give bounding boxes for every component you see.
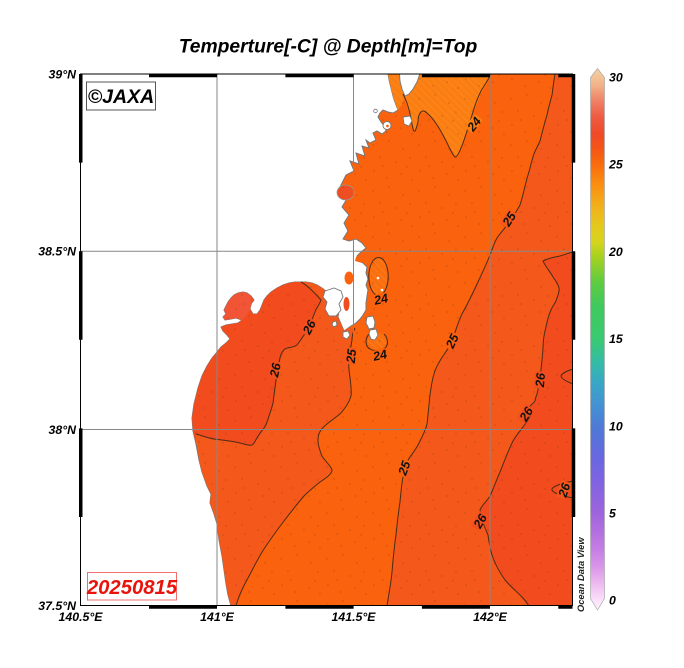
svg-text:10: 10 [609,419,623,433]
svg-text:25: 25 [443,331,462,351]
svg-text:20250815: 20250815 [86,577,178,599]
svg-text:©JAXA: ©JAXA [88,86,154,108]
svg-text:24: 24 [372,291,390,308]
svg-text:30: 30 [609,71,623,85]
svg-text:15: 15 [609,332,623,346]
svg-text:26: 26 [300,317,320,338]
svg-text:141°E: 141°E [200,610,234,624]
svg-text:37.5°N: 37.5°N [38,599,77,613]
svg-text:26: 26 [533,371,548,388]
svg-text:26: 26 [555,480,573,499]
svg-text:0: 0 [609,594,616,608]
svg-text:140.5°E: 140.5°E [59,610,104,624]
svg-text:141.5°E: 141.5°E [332,610,377,624]
svg-text:25: 25 [395,458,414,478]
svg-text:25: 25 [344,347,360,364]
svg-text:39°N: 39°N [49,68,78,82]
svg-text:Ocean Data View: Ocean Data View [576,537,586,612]
svg-text:38°N: 38°N [49,423,78,437]
svg-text:25: 25 [608,158,623,172]
svg-text:142°E: 142°E [473,610,507,624]
svg-text:38.5°N: 38.5°N [38,245,77,259]
svg-text:26: 26 [267,361,284,380]
svg-text:5: 5 [609,507,616,521]
svg-text:24: 24 [371,347,389,364]
svg-text:20: 20 [608,245,623,259]
svg-text:Temperture[-C] @ Depth[m]=Top: Temperture[-C] @ Depth[m]=Top [179,37,478,58]
